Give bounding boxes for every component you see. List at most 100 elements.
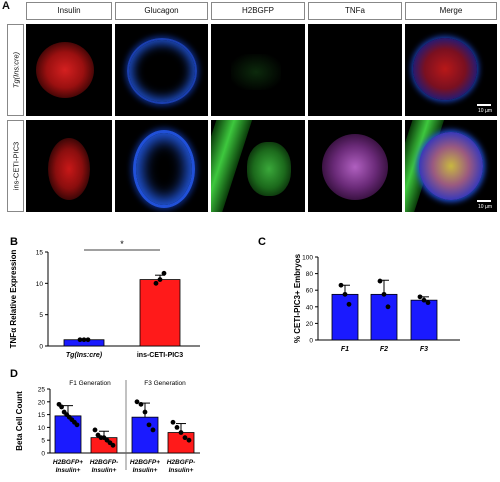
data-point (346, 301, 352, 307)
micrograph-control-glucagon (115, 24, 208, 116)
data-point (174, 425, 180, 430)
data-point (150, 427, 156, 433)
data-point (110, 442, 116, 448)
chart-panel-b: B 0 5 10 15 TNFα Relative Expression Tg(Ins:cr… (9, 236, 200, 359)
row-label-ceti: ins-CETI-PIC3 (7, 120, 24, 212)
data-point (92, 427, 98, 433)
data-point (385, 304, 391, 310)
group-label: F1 Generation (69, 380, 111, 387)
data-point (59, 404, 64, 410)
data-point (74, 422, 80, 428)
y-tick-label: 40 (306, 304, 314, 311)
bar (410, 299, 438, 341)
significance-marker: * (120, 239, 124, 249)
x-tick-label: ins-CETI-PIC3 (137, 352, 183, 359)
micrograph-ceti-h2bgfp (211, 120, 305, 212)
y-tick-label: 20 (306, 321, 314, 328)
y-tick-label: 0 (309, 338, 313, 345)
y-tick-label: 0 (41, 451, 45, 458)
y-tick-label: 10 (36, 281, 44, 288)
panel-letter-d: D (10, 368, 18, 380)
data-point (421, 297, 427, 303)
data-point (146, 422, 152, 428)
micrograph-control-h2bgfp (211, 24, 305, 116)
column-header-h2bgfp: H2BGFP (211, 2, 305, 20)
group-label: F3 Generation (144, 380, 186, 387)
x-tick-label: H2BGFP- (167, 459, 196, 466)
column-header-tnfa: TNFa (308, 2, 402, 20)
x-tick-label: Insulin+ (56, 467, 81, 474)
x-tick-label: Insulin+ (133, 467, 158, 474)
bar (139, 279, 181, 347)
data-point (142, 409, 148, 415)
micrograph-control-insulin (26, 24, 112, 116)
y-tick-label: 5 (41, 438, 45, 445)
x-tick-label: F3 (420, 346, 428, 353)
column-header-insulin: Insulin (26, 2, 112, 20)
data-point (161, 270, 167, 276)
y-tick-label: 10 (38, 425, 46, 432)
data-point (186, 437, 192, 443)
bar (131, 416, 159, 454)
data-point (417, 294, 423, 300)
x-tick-label: F2 (380, 346, 388, 353)
micrograph-ceti-insulin (26, 120, 112, 212)
panel-letter-b: B (10, 236, 18, 248)
y-axis-label: TNFα Relative Expression (9, 250, 18, 349)
bar (331, 293, 359, 341)
row-label-control: Tg(Ins:cre) (7, 24, 24, 116)
micrograph-ceti-merge: 10 µm (405, 120, 497, 212)
y-tick-label: 15 (38, 412, 46, 419)
y-axis-label: Beta Cell Count (15, 391, 24, 451)
bar (54, 415, 82, 454)
y-tick-label: 5 (39, 312, 43, 319)
scale-bar (477, 104, 491, 106)
y-tick-label: 60 (306, 288, 314, 295)
y-tick-label: 20 (38, 399, 46, 406)
data-point (170, 419, 176, 425)
micrograph-ceti-tnfa (308, 120, 402, 212)
data-point (178, 430, 184, 435)
x-tick-label: Tg(Ins:cre) (66, 352, 103, 359)
column-header-merge: Merge (405, 2, 497, 20)
column-header-glucagon: Glucagon (115, 2, 208, 20)
data-point (425, 300, 431, 306)
data-point (77, 337, 83, 343)
micrograph-ceti-glucagon (115, 120, 208, 212)
y-tick-label: 25 (38, 387, 46, 394)
x-tick-label: H2BGFP+ (130, 459, 160, 466)
data-point (134, 399, 140, 405)
data-point (153, 280, 159, 286)
data-point (377, 278, 383, 284)
micrograph-control-tnfa (308, 24, 402, 116)
data-point (85, 337, 91, 343)
data-point (381, 291, 387, 297)
data-point (182, 435, 188, 441)
x-tick-label: F1 (341, 346, 349, 353)
data-point (138, 401, 144, 407)
chart-panel-c: C 0 20 40 60 80 100% CETI-PIC3+ Embryos F1 F2 F3 (258, 236, 460, 353)
panel-letter-a: A (2, 0, 10, 12)
y-tick-label: 15 (36, 250, 44, 257)
x-tick-label: Insulin+ (92, 467, 117, 474)
x-tick-label: H2BGFP- (90, 459, 119, 466)
bar (370, 293, 398, 341)
y-tick-label: 0 (39, 344, 43, 351)
scale-bar-label: 10 µm (478, 204, 492, 210)
y-axis-label: % CETI-PIC3+ Embryos (293, 253, 302, 343)
scale-bar-label: 10 µm (478, 108, 492, 114)
data-point (157, 277, 163, 282)
y-tick-label: 100 (302, 255, 313, 262)
scale-bar (477, 200, 491, 202)
data-point (342, 291, 348, 297)
x-tick-label: Insulin+ (169, 467, 194, 474)
data-point (338, 282, 344, 288)
data-point (81, 337, 87, 343)
micrograph-control-merge: 10 µm (405, 24, 497, 116)
panel-letter-c: C (258, 236, 266, 248)
x-tick-label: H2BGFP+ (53, 459, 83, 466)
bar (167, 432, 195, 454)
y-tick-label: 80 (306, 271, 314, 278)
